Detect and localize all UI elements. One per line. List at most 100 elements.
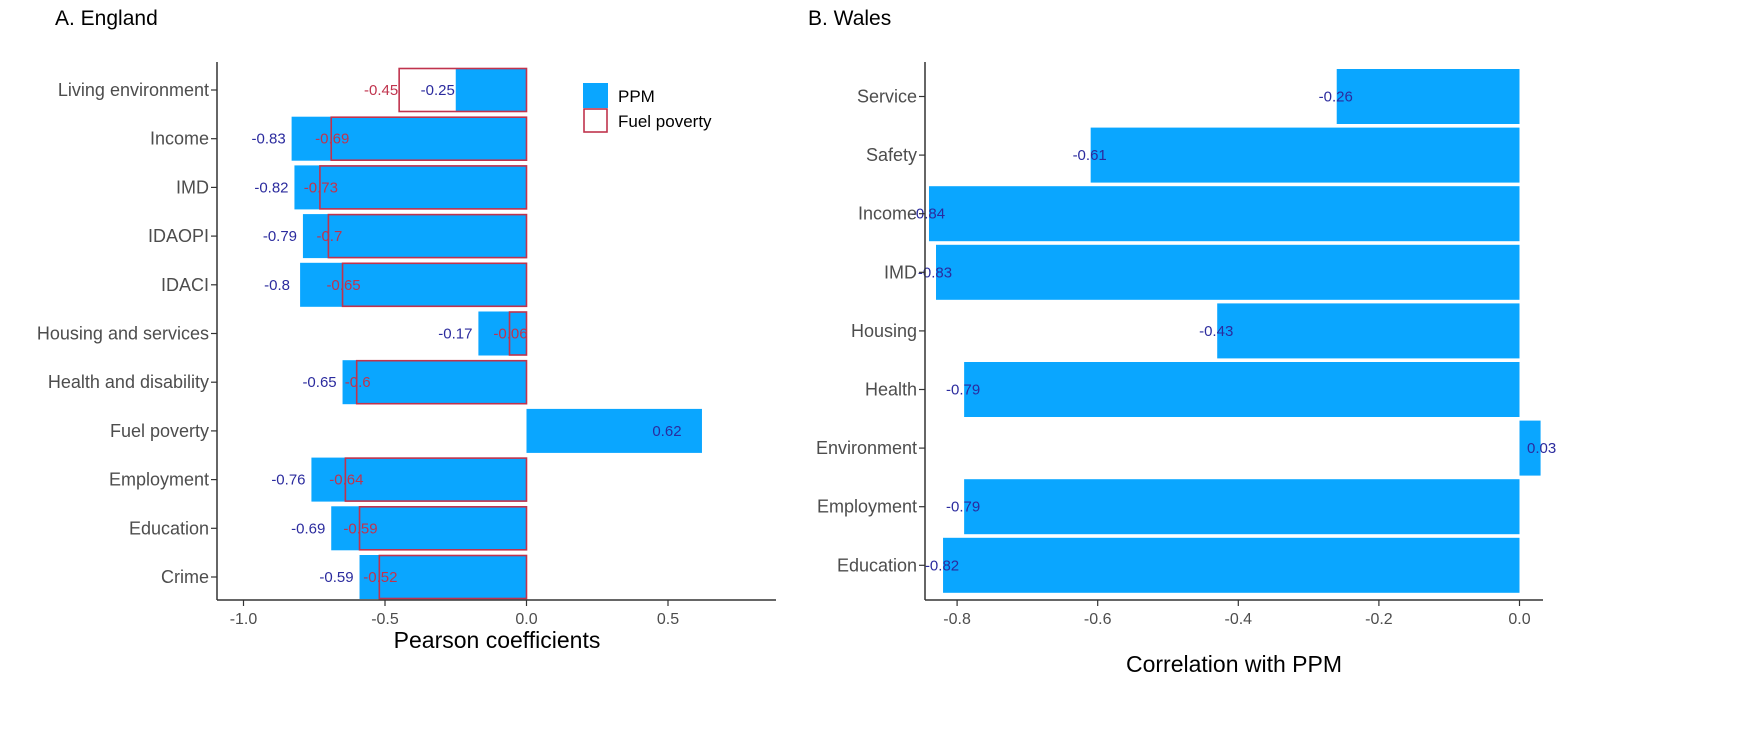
category-label-education: Education: [129, 518, 209, 538]
x-tick-label: -0.4: [1225, 611, 1253, 628]
fuel-poverty-bar-crime: [378, 554, 528, 600]
wales-value-label: -0.79: [946, 499, 980, 516]
panel-england: A. England -0.45 -0.25 -0.69 -0.83 -0.73 -0.8…: [37, 7, 776, 653]
category-label-income: Income: [150, 129, 209, 149]
wales-bar-imd: [936, 244, 1520, 300]
category-label-housing-and-services: Housing and services: [37, 324, 209, 344]
fuel-poverty-bar-housing-and-services: [508, 311, 528, 356]
panel-b-x-axis-title: Correlation with PPM: [1126, 651, 1342, 677]
fuel-poverty-bar-income: [330, 116, 528, 161]
fuel-poverty-bar-health-and-disability: [355, 359, 528, 405]
legend-label-fuel-poverty: Fuel poverty: [618, 112, 712, 131]
panel-wales: B. Wales -0.26 -0.61 -0.84 -0.83 -0.43 -0.79 0…: [808, 7, 1556, 677]
category-label-health-and-disability: Health and disability: [48, 372, 209, 392]
fuel-poverty-value-label: -0.45: [364, 82, 398, 99]
wales-value-label: -0.79: [946, 382, 980, 399]
wales-bar-health: [964, 362, 1520, 417]
ppm-value-label: -0.59: [319, 569, 353, 586]
x-tick-label: -0.2: [1365, 611, 1393, 628]
fuel-poverty-bar-imd: [319, 165, 528, 210]
legend-label-ppm: PPM: [618, 87, 655, 106]
panel-a-title: A. England: [55, 7, 158, 30]
ppm-value-label: -0.82: [254, 179, 288, 196]
fuel-poverty-bar-employment: [344, 457, 528, 502]
wales-bar-safety: [1090, 127, 1520, 183]
panel-b-category-labels: Service Safety Income IMD Housing Health Envir…: [816, 87, 925, 575]
x-tick-label: -0.8: [943, 611, 971, 628]
x-tick-label: 0.0: [1508, 611, 1530, 628]
category-label-employment: Employment: [109, 470, 209, 490]
fuel-poverty-value-label: -0.65: [326, 277, 360, 294]
fuel-poverty-value-label: -0.06: [493, 326, 527, 343]
x-tick-label: -1.0: [230, 611, 258, 628]
category-label-income: Income: [858, 204, 917, 224]
fuel-poverty-value-label: -0.52: [363, 569, 397, 586]
ppm-bar-fuel-poverty: [526, 408, 702, 453]
legend-swatch-ppm: [583, 83, 608, 108]
panel-a-bars: [291, 67, 702, 600]
category-label-environment: Environment: [816, 438, 917, 458]
fuel-poverty-bar-living-environment: [398, 67, 528, 113]
ppm-value-label: -0.79: [263, 228, 297, 245]
fuel-poverty-value-label: -0.6: [345, 374, 371, 391]
category-label-safety: Safety: [866, 145, 917, 165]
wales-bar-education: [943, 537, 1520, 593]
ppm-value-label: -0.69: [291, 520, 325, 537]
wales-value-label: -0.61: [1073, 147, 1107, 164]
wales-value-label: -0.82: [925, 557, 959, 574]
ppm-bar-housing-and-services: [478, 311, 527, 356]
category-label-idaci: IDACI: [161, 275, 209, 295]
panel-a-value-labels: -0.45 -0.25 -0.69 -0.83 -0.73 -0.82 -0.7 -0.79 -…: [252, 82, 682, 586]
category-label-service: Service: [857, 87, 917, 107]
legend-swatch-fuel-poverty: [583, 108, 608, 133]
ppm-bar-health-and-disability: [342, 360, 527, 405]
wales-bar-employment: [964, 479, 1520, 535]
x-tick-label: -0.6: [1084, 611, 1112, 628]
x-tick-label: 0.0: [515, 611, 537, 628]
wales-value-label: -0.43: [1199, 323, 1233, 340]
category-label-employment: Employment: [817, 497, 917, 517]
ppm-bar-employment: [311, 457, 527, 502]
fuel-poverty-value-label: -0.69: [315, 131, 349, 148]
category-label-imd: IMD: [884, 262, 917, 282]
wales-bar-service: [1336, 69, 1520, 124]
ppm-value-label: -0.65: [302, 374, 336, 391]
panel-b-title: B. Wales: [808, 7, 891, 30]
ppm-value-label: -0.83: [252, 131, 286, 148]
category-label-fuel-poverty: Fuel poverty: [110, 421, 209, 441]
fuel-poverty-value-label: -0.59: [343, 520, 377, 537]
category-label-imd: IMD: [176, 177, 209, 197]
ppm-bar-idaci: [300, 262, 527, 307]
category-label-housing: Housing: [851, 321, 917, 341]
ppm-bar-idaopi: [302, 214, 527, 259]
fuel-poverty-bar-idaci: [341, 262, 528, 308]
category-label-health: Health: [865, 380, 917, 400]
ppm-value-label: -0.76: [271, 472, 305, 489]
panel-b-bars: [928, 69, 1541, 593]
category-label-education: Education: [837, 555, 917, 575]
panel-b-value-labels: -0.26 -0.61 -0.84 -0.83 -0.43 -0.79 0.03 -0.79 -…: [911, 89, 1556, 575]
ppm-value-label: -0.8: [264, 277, 290, 294]
wales-bar-income: [928, 186, 1520, 242]
wales-value-label: -0.83: [918, 264, 952, 281]
category-label-crime: Crime: [161, 567, 209, 587]
category-label-living-environment: Living environment: [58, 80, 209, 100]
wales-value-label: -0.26: [1319, 89, 1353, 106]
wales-value-label: -0.84: [911, 206, 945, 223]
wales-bar-environment: [1519, 420, 1541, 476]
ppm-bar-crime: [359, 555, 527, 599]
ppm-value-label: -0.25: [421, 82, 455, 99]
legend: PPM Fuel poverty: [583, 83, 712, 133]
fuel-poverty-value-label: -0.73: [304, 179, 338, 196]
category-label-idaopi: IDAOPI: [148, 226, 209, 246]
panel-b-x-ticks: -0.8 -0.6 -0.4 -0.2 0.0: [943, 600, 1531, 628]
panel-a-category-labels: Living environment Income IMD IDAOPI IDACI Ho…: [37, 80, 217, 587]
x-tick-label: 0.5: [657, 611, 679, 628]
ppm-value-label: -0.17: [438, 326, 472, 343]
panel-a-x-axis-title: Pearson coefficients: [394, 627, 601, 653]
panel-a-x-ticks: -1.0 -0.5 0.0 0.5: [230, 600, 679, 628]
x-tick-label: -0.5: [371, 611, 399, 628]
ppm-value-label: 0.62: [652, 423, 681, 440]
ppm-bar-education: [331, 506, 527, 551]
